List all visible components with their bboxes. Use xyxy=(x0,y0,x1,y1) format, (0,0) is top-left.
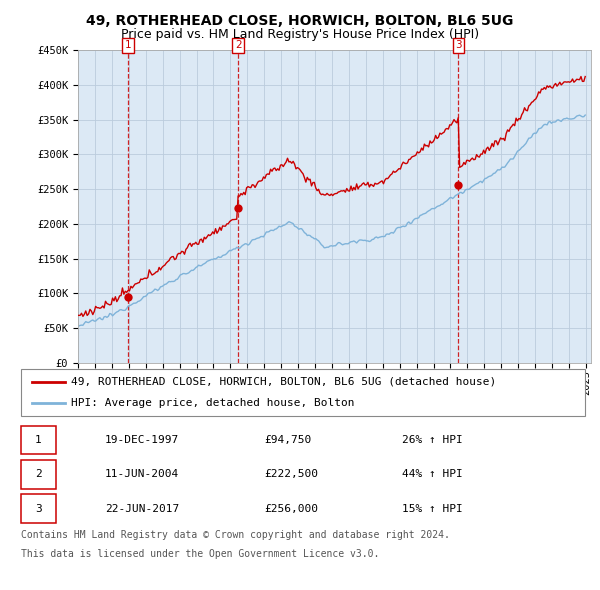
Text: 49, ROTHERHEAD CLOSE, HORWICH, BOLTON, BL6 5UG: 49, ROTHERHEAD CLOSE, HORWICH, BOLTON, B… xyxy=(86,14,514,28)
Text: Price paid vs. HM Land Registry's House Price Index (HPI): Price paid vs. HM Land Registry's House … xyxy=(121,28,479,41)
Text: 44% ↑ HPI: 44% ↑ HPI xyxy=(402,470,463,479)
Text: 1: 1 xyxy=(125,40,131,50)
Text: HPI: Average price, detached house, Bolton: HPI: Average price, detached house, Bolt… xyxy=(71,398,354,408)
Text: £222,500: £222,500 xyxy=(264,470,318,479)
Text: £94,750: £94,750 xyxy=(264,435,311,445)
Text: 2: 2 xyxy=(235,40,241,50)
Text: 49, ROTHERHEAD CLOSE, HORWICH, BOLTON, BL6 5UG (detached house): 49, ROTHERHEAD CLOSE, HORWICH, BOLTON, B… xyxy=(71,377,496,387)
Text: 3: 3 xyxy=(35,504,42,513)
Text: 2: 2 xyxy=(35,470,42,479)
Text: This data is licensed under the Open Government Licence v3.0.: This data is licensed under the Open Gov… xyxy=(21,549,379,559)
Text: Contains HM Land Registry data © Crown copyright and database right 2024.: Contains HM Land Registry data © Crown c… xyxy=(21,530,450,540)
Text: 3: 3 xyxy=(455,40,462,50)
Text: 26% ↑ HPI: 26% ↑ HPI xyxy=(402,435,463,445)
Text: 22-JUN-2017: 22-JUN-2017 xyxy=(105,504,179,513)
Text: 15% ↑ HPI: 15% ↑ HPI xyxy=(402,504,463,513)
Text: £256,000: £256,000 xyxy=(264,504,318,513)
Text: 1: 1 xyxy=(35,435,42,445)
Text: 11-JUN-2004: 11-JUN-2004 xyxy=(105,470,179,479)
Text: 19-DEC-1997: 19-DEC-1997 xyxy=(105,435,179,445)
